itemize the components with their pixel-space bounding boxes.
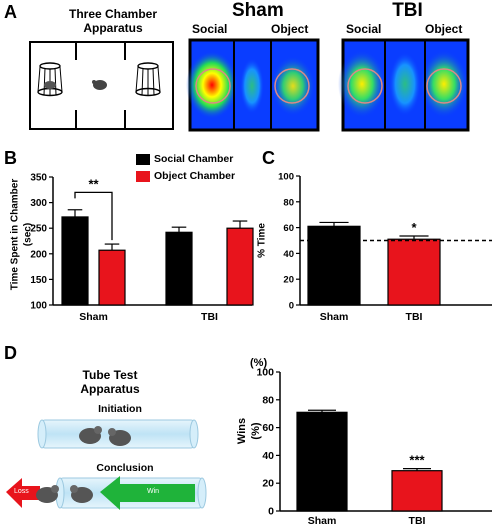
tube-conclusion-label: Conclusion xyxy=(96,462,154,474)
tbi-social-label: Social xyxy=(346,22,382,36)
chart-b: 100 150 200 250 300 350 Sham TBI ** xyxy=(30,173,254,323)
chart-b-ytick-label: 250 xyxy=(30,224,47,235)
chart-b-ytick-label: 350 xyxy=(30,173,47,184)
chart-d-ytick-label: 40 xyxy=(262,450,274,462)
chart-c-ytick-label: 80 xyxy=(283,197,294,208)
chart-c-ytick-label: 40 xyxy=(283,249,294,260)
panel-label-a: A xyxy=(4,2,17,22)
chart-b-xtick-tbi: TBI xyxy=(201,311,218,323)
chart-d-xtick-sham: Sham xyxy=(308,515,337,527)
tbi-heatmap xyxy=(338,38,470,132)
chart-b-significance-label: ** xyxy=(88,176,99,191)
chart-d-bar-tbi xyxy=(391,470,443,512)
chart-d-significance-label: *** xyxy=(409,453,425,468)
chart-b-ytick-label: 300 xyxy=(30,198,47,209)
chart-d-ylabel-line2: (%) xyxy=(250,422,262,440)
chart-c-ylabel: % Time xyxy=(256,223,268,258)
tube-title-line2: Apparatus xyxy=(80,382,140,396)
chart-b-significance-bracket xyxy=(74,191,113,241)
three-chamber-box xyxy=(29,41,174,130)
chart-b-bar-tbi-0 xyxy=(165,231,193,306)
tube-title-line1: Tube Test xyxy=(82,368,138,382)
legend-object-label: Object Chamber xyxy=(154,170,236,182)
tube-win-label: Win xyxy=(147,488,160,495)
chart-c: 0 20 40 60 80 100 Sham TBI * xyxy=(278,172,492,323)
panel-label-c: C xyxy=(262,148,275,168)
chart-b-ylabel-line1: Time Spent in Chamber xyxy=(9,178,21,291)
legend-social-label: Social Chamber xyxy=(154,153,234,165)
chart-b-ylabel-line2: (sec) xyxy=(22,222,34,247)
tube-initiation-label: Initiation xyxy=(98,403,142,415)
tbi-object-label: Object xyxy=(425,22,463,36)
chart-c-xtick-tbi: TBI xyxy=(406,311,423,323)
sham-heatmap-title: Sham xyxy=(232,0,284,21)
chart-c-ytick-label: 60 xyxy=(283,223,294,234)
chart-b-bar-sham-1 xyxy=(98,249,126,306)
chart-c-bar-tbi xyxy=(387,238,441,306)
sham-social-label: Social xyxy=(192,22,228,36)
win-arrow xyxy=(100,476,195,510)
chart-d-bar-sham xyxy=(296,411,348,512)
chart-c-bar-sham xyxy=(307,225,361,306)
chart-b-xtick-sham: Sham xyxy=(79,311,108,323)
panel-label-b: B xyxy=(4,148,17,168)
tube-test-illustration xyxy=(6,419,207,510)
chart-d-ytick-label: 80 xyxy=(262,394,274,406)
sham-object-label: Object xyxy=(271,22,309,36)
panel-label-d: D xyxy=(4,343,17,363)
legend-swatch-object xyxy=(136,171,150,182)
tbi-heatmap-title: TBI xyxy=(392,0,423,21)
chart-d-top-label: (%) xyxy=(250,357,268,369)
apparatus-title-line2: Apparatus xyxy=(83,21,143,35)
chart-c-xtick-sham: Sham xyxy=(320,311,349,323)
chart-b-bar-tbi-1 xyxy=(226,227,254,306)
chart-d-ytick-label: 0 xyxy=(268,506,274,518)
chart-b-bar-sham-0 xyxy=(61,216,89,306)
chart-c-ytick-label: 0 xyxy=(289,301,294,312)
chart-b-ytick-label: 100 xyxy=(30,301,47,312)
chart-c-ytick-label: 20 xyxy=(283,275,294,286)
chart-d-ytick-label: 60 xyxy=(262,422,274,434)
tube-loss-label: Loss xyxy=(14,488,29,495)
legend-swatch-social xyxy=(136,154,150,165)
chart-d-ylabel-line1: Wins xyxy=(236,417,248,445)
chart-c-ytick-label: 100 xyxy=(278,172,294,183)
chart-b-ytick-label: 200 xyxy=(30,249,47,260)
chart-c-significance-label: * xyxy=(411,220,417,235)
chart-d-ytick-label: 100 xyxy=(256,367,274,379)
chart-d: 0 20 40 60 80 100 Sham TBI *** xyxy=(256,367,492,527)
chart-d-xtick-tbi: TBI xyxy=(409,515,426,527)
chart-b-ytick-label: 150 xyxy=(30,275,47,286)
apparatus-title-line1: Three Chamber xyxy=(68,7,158,21)
sham-heatmap xyxy=(186,38,320,132)
loss-arrow xyxy=(6,478,40,508)
chart-d-ytick-label: 20 xyxy=(262,478,274,490)
